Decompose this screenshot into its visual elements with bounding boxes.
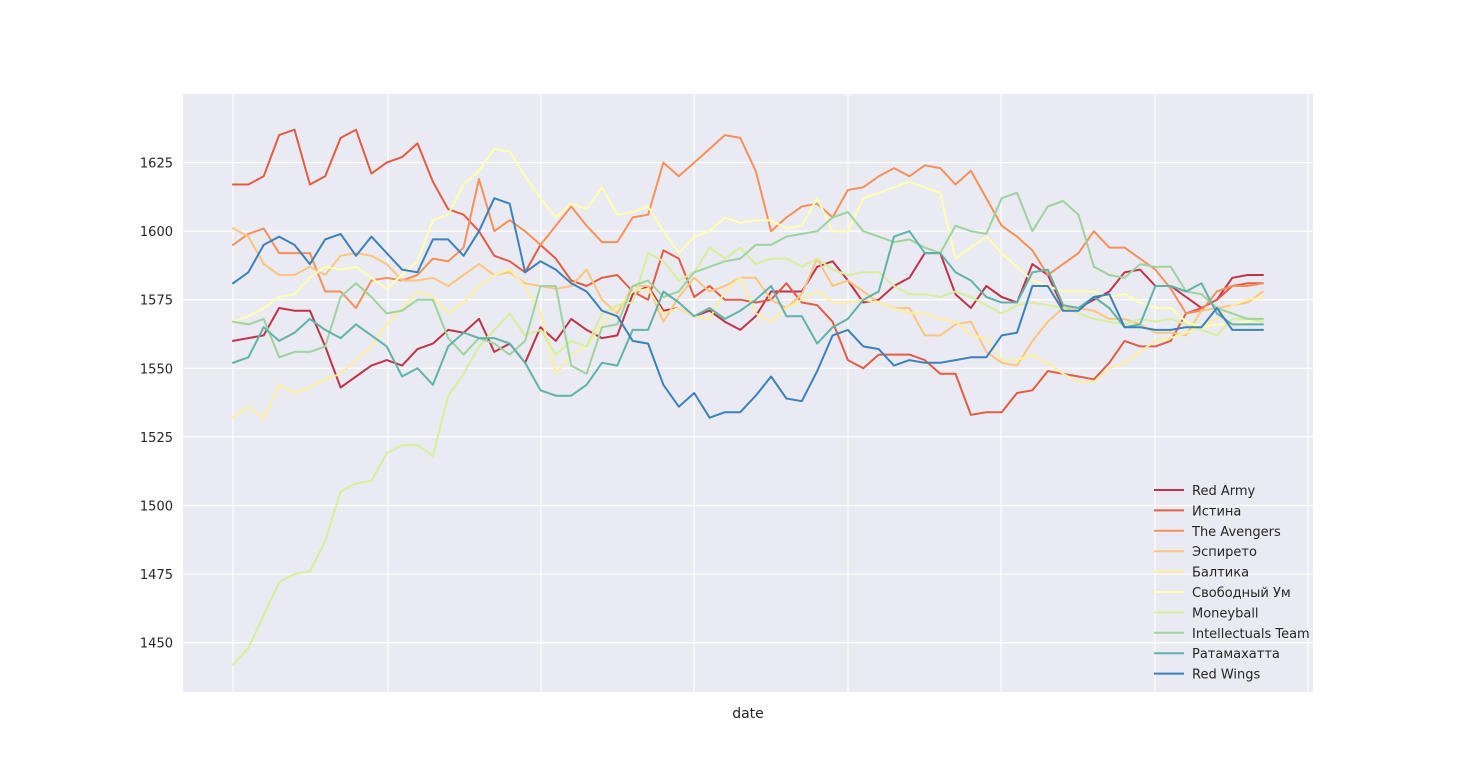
legend-label: Red Army [1192,484,1256,499]
legend-label: Intellectuals Team [1192,627,1310,642]
y-tick-label: 1450 [140,637,173,652]
gridlines [183,94,1313,692]
legend-label: The Avengers [1191,525,1281,540]
y-tick-label: 1550 [140,362,173,377]
legend-label: Moneyball [1192,606,1259,621]
legend-label: Истина [1192,504,1241,519]
y-tick-label: 1475 [140,568,173,583]
series-line [232,246,1264,666]
y-tick-label: 1575 [140,294,173,309]
series-line [232,197,1264,419]
legend-label: Балтика [1192,566,1249,581]
legend-label: Эспирето [1192,545,1257,560]
legend-label: Свободный Ум [1192,586,1291,601]
y-tick-label: 1500 [140,499,173,514]
series-line [232,268,1264,419]
series-lines [232,128,1264,666]
x-axis-label: date [732,706,764,722]
series-line [232,147,1264,329]
plot-background [183,94,1313,692]
series-line [232,191,1264,375]
legend-label: Ратамахатта [1192,647,1280,662]
series-line [232,252,1264,389]
y-axis-ticks: 1450 1475 1500 1525 1550 1575 1600 1625 [140,157,173,652]
series-line [232,128,1264,416]
series-line [232,227,1264,367]
y-tick-label: 1600 [140,225,173,240]
y-tick-label: 1525 [140,431,173,446]
y-tick-label: 1625 [140,157,173,172]
legend-label: Red Wings [1192,668,1261,683]
legend: Red Army Истина The Avengers Эспирето Балтик… [1154,484,1310,683]
